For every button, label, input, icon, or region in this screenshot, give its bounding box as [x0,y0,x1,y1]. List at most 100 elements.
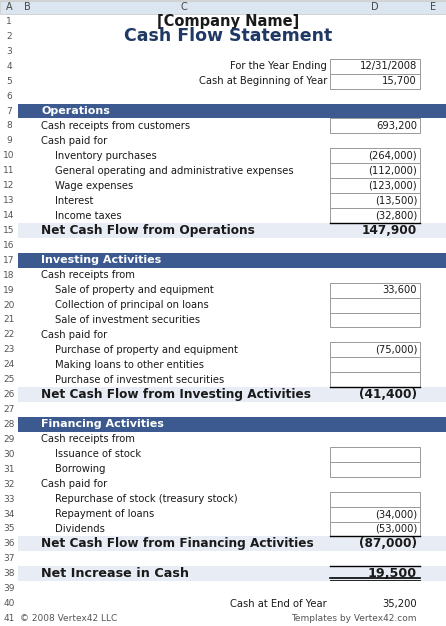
Text: 21: 21 [3,316,15,324]
Text: [Company Name]: [Company Name] [157,14,300,29]
Text: 4: 4 [6,62,12,71]
Bar [330,118,420,133]
Bar [330,148,420,163]
Text: Cash at End of Year: Cash at End of Year [230,598,327,608]
Text: Interest: Interest [55,195,93,205]
Text: 15: 15 [3,226,15,235]
Text: 6: 6 [6,91,12,101]
Text: 9: 9 [6,136,12,145]
Text: 10: 10 [3,151,15,160]
Bar [330,521,420,536]
Text: Investing Activities: Investing Activities [41,255,161,265]
Text: 33: 33 [3,495,15,504]
Text: 15,700: 15,700 [382,76,417,86]
Bar [330,342,420,357]
Text: 33,600: 33,600 [383,285,417,295]
Bar [330,178,420,193]
Text: 18: 18 [3,270,15,280]
Bar [330,59,420,74]
Bar [18,387,446,402]
Text: Net Cash Flow from Financing Activities: Net Cash Flow from Financing Activities [41,537,314,550]
Text: 30: 30 [3,450,15,459]
Bar [330,506,420,521]
Bar [330,283,420,297]
Text: Collection of principal on loans: Collection of principal on loans [55,300,209,310]
Text: Cash receipts from: Cash receipts from [41,434,135,444]
Text: 39: 39 [3,584,15,593]
Text: 34: 34 [3,510,15,518]
Text: 23: 23 [3,346,15,354]
Text: 38: 38 [3,569,15,578]
Text: General operating and administrative expenses: General operating and administrative exp… [55,166,293,176]
Bar [18,567,446,581]
Text: 32: 32 [3,480,15,489]
Bar [330,297,420,312]
Text: 13: 13 [3,196,15,205]
Text: Purchase of investment securities: Purchase of investment securities [55,375,224,385]
Text: 35: 35 [3,525,15,533]
Bar [330,357,420,372]
Bar [330,312,420,327]
Text: 31: 31 [3,464,15,474]
Bar [18,103,446,118]
Text: 14: 14 [3,211,15,220]
Bar [18,223,446,238]
Text: 20: 20 [3,300,15,310]
Text: Templates by Vertex42.com: Templates by Vertex42.com [292,614,417,623]
Text: 1: 1 [6,17,12,26]
Text: (112,000): (112,000) [368,166,417,176]
Text: (53,000): (53,000) [375,524,417,534]
Text: Operations: Operations [41,106,110,116]
Text: (13,500): (13,500) [375,195,417,205]
Bar [330,491,420,506]
Text: For the Year Ending: For the Year Ending [230,61,327,71]
Text: 693,200: 693,200 [376,121,417,131]
Text: 11: 11 [3,167,15,175]
Text: Cash at Beginning of Year: Cash at Beginning of Year [198,76,327,86]
Bar [330,208,420,223]
Text: Cash receipts from customers: Cash receipts from customers [41,121,190,131]
Text: Net Cash Flow from Investing Activities: Net Cash Flow from Investing Activities [41,388,311,401]
Text: C: C [180,2,187,12]
Text: Inventory purchases: Inventory purchases [55,151,157,161]
Text: 37: 37 [3,555,15,563]
Text: Issuance of stock: Issuance of stock [55,449,141,459]
Text: Sale of investment securities: Sale of investment securities [55,315,200,325]
Text: D: D [371,2,379,12]
Text: Cash Flow Statement: Cash Flow Statement [124,28,333,46]
Text: A: A [6,2,12,12]
Text: 28: 28 [3,420,15,429]
Text: 16: 16 [3,241,15,250]
Text: (123,000): (123,000) [368,181,417,191]
Text: Making loans to other entities: Making loans to other entities [55,360,204,370]
Text: 12: 12 [3,181,15,190]
Text: 12/31/2008: 12/31/2008 [360,61,417,71]
Text: (87,000): (87,000) [359,537,417,550]
Text: Purchase of property and equipment: Purchase of property and equipment [55,345,238,355]
Text: 41: 41 [3,614,15,623]
Bar [18,536,446,552]
Text: B: B [24,2,31,12]
Text: 35,200: 35,200 [382,598,417,608]
Text: 5: 5 [6,76,12,86]
Text: (75,000): (75,000) [375,345,417,355]
Text: 8: 8 [6,121,12,130]
Text: Repurchase of stock (treasury stock): Repurchase of stock (treasury stock) [55,494,238,504]
Text: 29: 29 [3,435,15,444]
Bar [330,163,420,178]
Bar [18,417,446,432]
Text: 7: 7 [6,106,12,116]
Text: 19,500: 19,500 [368,567,417,580]
Text: 3: 3 [6,47,12,56]
Text: Wage expenses: Wage expenses [55,181,133,191]
Text: 19: 19 [3,285,15,295]
Text: Financing Activities: Financing Activities [41,419,164,429]
Text: Cash paid for: Cash paid for [41,330,107,340]
Text: 40: 40 [3,599,15,608]
Text: E: E [430,2,436,12]
Text: 17: 17 [3,256,15,265]
Bar [330,447,420,462]
Text: Income taxes: Income taxes [55,210,122,220]
Text: Cash paid for: Cash paid for [41,136,107,146]
Text: 25: 25 [3,375,15,384]
